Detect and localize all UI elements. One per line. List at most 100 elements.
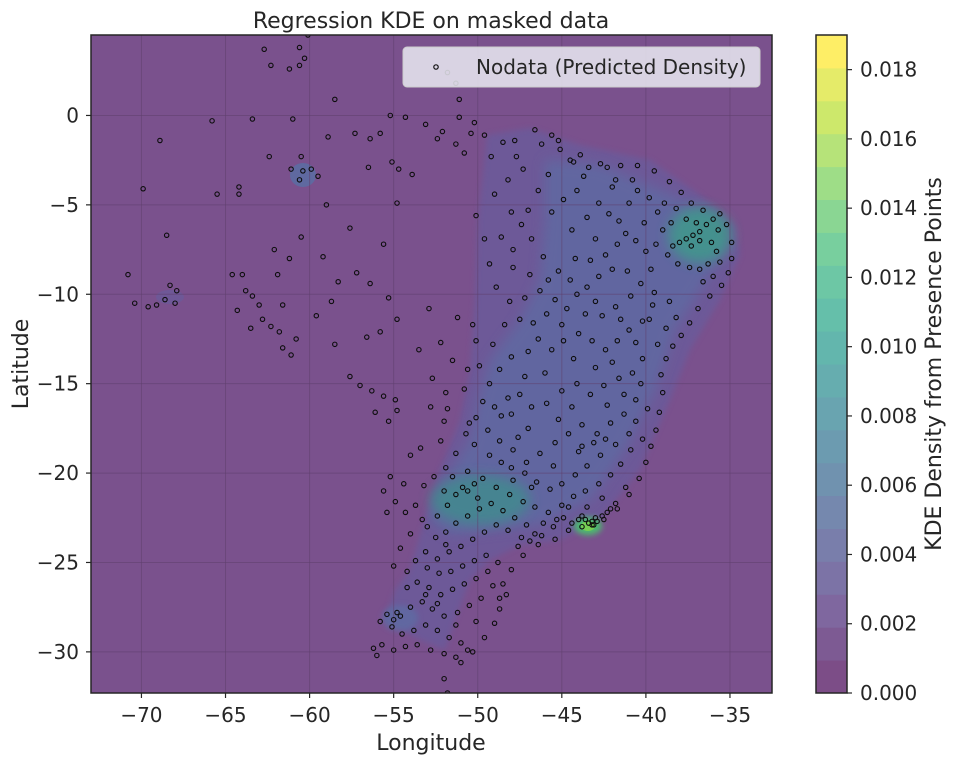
data-point — [401, 481, 407, 487]
data-point — [585, 164, 592, 171]
data-point — [596, 200, 602, 206]
colorbar-label: KDE Density from Presence Points — [922, 177, 947, 551]
data-point — [513, 153, 520, 160]
data-point — [528, 236, 535, 242]
data-point — [653, 427, 659, 433]
data-point — [633, 418, 639, 424]
data-point — [577, 152, 584, 158]
data-point — [437, 339, 444, 346]
data-point — [365, 164, 372, 171]
data-point — [670, 343, 676, 349]
data-point — [559, 321, 565, 328]
data-point — [688, 200, 695, 206]
data-point — [540, 253, 547, 260]
data-point — [522, 373, 528, 380]
data-point — [599, 495, 605, 501]
data-point — [654, 209, 661, 215]
data-point — [575, 516, 582, 523]
data-point — [480, 398, 486, 405]
data-point — [488, 153, 494, 160]
data-point — [559, 502, 565, 509]
data-point — [622, 230, 629, 237]
data-point — [570, 493, 577, 500]
data-point — [422, 121, 429, 128]
x-tick-label: −65 — [204, 703, 246, 727]
data-point — [591, 522, 597, 528]
data-point — [675, 261, 681, 267]
data-point — [564, 305, 570, 312]
data-point — [596, 273, 602, 280]
data-point — [559, 388, 565, 394]
data-point — [236, 184, 242, 190]
data-point — [609, 184, 616, 190]
data-point — [404, 584, 410, 591]
data-point — [498, 413, 505, 419]
data-point — [659, 227, 666, 233]
data-point — [247, 325, 254, 331]
data-point — [394, 609, 400, 616]
data-point — [453, 622, 459, 628]
data-point — [617, 162, 624, 169]
colorbar-tick-label: 0.016 — [860, 127, 917, 151]
data-point — [370, 645, 377, 652]
data-point — [473, 618, 479, 625]
data-point — [628, 447, 634, 453]
data-point — [453, 450, 459, 457]
colorbar-tick-label: 0.012 — [860, 265, 917, 289]
data-point — [409, 171, 415, 178]
data-point — [389, 624, 395, 630]
colorbar: 0.000 0.002 0.004 0.006 0.008 0.010 0.012 0.014… — [815, 34, 947, 705]
data-point — [602, 346, 609, 353]
data-point — [673, 205, 679, 212]
data-point — [505, 395, 511, 401]
data-point — [527, 271, 533, 278]
data-point — [628, 293, 634, 299]
data-point — [444, 502, 451, 509]
data-point — [443, 464, 449, 471]
data-point — [271, 246, 278, 253]
data-point — [387, 473, 394, 480]
scatter-points — [125, 35, 735, 693]
data-point — [565, 430, 572, 437]
data-point — [426, 584, 432, 591]
data-point — [579, 422, 585, 428]
data-point — [395, 166, 402, 172]
data-point — [728, 239, 735, 246]
data-point — [473, 338, 479, 344]
chart-title: Regression KDE on masked data — [253, 9, 609, 34]
data-point — [522, 295, 528, 301]
data-point — [379, 641, 385, 648]
data-point — [670, 243, 676, 249]
data-point — [444, 405, 451, 412]
data-point — [696, 266, 703, 272]
data-point — [449, 473, 456, 480]
data-point — [597, 160, 604, 167]
data-point — [597, 452, 604, 458]
data-point — [387, 112, 394, 119]
data-point — [569, 520, 575, 526]
data-point — [523, 459, 530, 466]
colorbar-tick-label: 0.010 — [860, 335, 917, 359]
x-tick-label: −55 — [373, 703, 415, 727]
data-point — [298, 153, 304, 160]
data-point — [417, 445, 424, 451]
data-point — [441, 488, 447, 494]
data-point — [394, 316, 400, 323]
colorbar-frame — [815, 34, 848, 694]
data-point — [305, 35, 311, 38]
data-point — [320, 253, 326, 260]
data-point — [543, 400, 550, 407]
data-point — [710, 273, 716, 280]
data-point — [622, 484, 629, 491]
data-point — [510, 477, 516, 483]
data-point — [656, 409, 663, 416]
data-point — [666, 298, 673, 305]
data-point — [163, 232, 170, 239]
data-point — [478, 595, 484, 601]
data-point — [439, 128, 446, 135]
hotspot-northeast — [668, 207, 732, 263]
data-point — [493, 284, 499, 290]
data-point — [585, 520, 592, 526]
data-point — [575, 448, 582, 455]
density-inner — [430, 160, 725, 535]
